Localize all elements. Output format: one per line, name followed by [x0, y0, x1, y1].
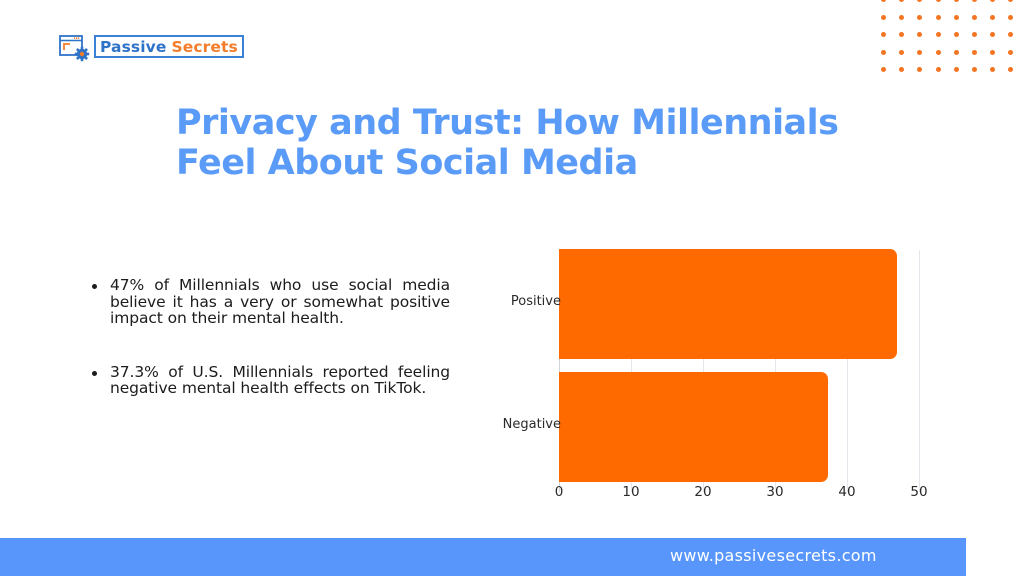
decorative-dot: [935, 32, 941, 38]
x-tick-label: 40: [838, 484, 856, 500]
gridline: [847, 250, 848, 492]
decorative-dot: [990, 0, 996, 2]
decorative-dot: [990, 49, 996, 55]
decorative-dot: [935, 67, 941, 73]
decorative-dot: [990, 32, 996, 38]
brand-name-part2: Secrets: [171, 37, 238, 56]
decorative-dot: [972, 0, 977, 2]
decorative-dot: [990, 14, 996, 20]
decorative-dot: [1008, 49, 1014, 55]
bar-chart: Positive Negative 0 10 20 30 40 50: [480, 240, 950, 510]
x-tick-label: 10: [622, 484, 640, 500]
stat-bullet-text: 47% of Millennials who use social media …: [110, 276, 450, 327]
decorative-dot: [1008, 32, 1014, 38]
gridline: [919, 250, 920, 492]
decorative-dot: [953, 32, 959, 38]
decorative-dot: [881, 67, 886, 73]
brand-name-part1: Passive: [100, 37, 167, 56]
bar-positive: [559, 249, 898, 359]
decorative-dot: [881, 49, 886, 55]
footer-website-link[interactable]: www.passivesecrets.com: [670, 546, 877, 565]
gridline: [631, 250, 632, 492]
decorative-dot: [953, 0, 959, 2]
decorative-dot: [917, 0, 923, 2]
brand-wordmark: Passive Secrets: [94, 35, 244, 58]
x-tick-label: 20: [694, 484, 712, 500]
decorative-dot: [917, 67, 923, 73]
bar-negative: [559, 372, 828, 482]
x-tick-label: 50: [910, 484, 928, 500]
footer-band: www.passivesecrets.com: [0, 538, 966, 576]
decorative-dot: [881, 0, 886, 2]
decorative-dot: [1008, 14, 1014, 20]
decorative-dot: [917, 32, 923, 38]
decorative-dot: [953, 67, 959, 73]
decorative-dot: [881, 32, 886, 38]
decorative-dot: [899, 14, 905, 20]
decorative-dot: [990, 67, 996, 73]
browser-gear-icon: [59, 35, 90, 62]
decorative-dot: [972, 14, 977, 20]
decorative-dot: [917, 14, 923, 20]
decorative-dot: [935, 14, 941, 20]
decorative-dot: [953, 49, 959, 55]
gridline: [775, 250, 776, 492]
stat-bullet-list: 47% of Millennials who use social media …: [90, 277, 450, 434]
stat-bullet: 47% of Millennials who use social media …: [90, 277, 450, 327]
decorative-dot: [899, 49, 905, 55]
decorative-dot: [899, 67, 905, 73]
page-title: Privacy and Trust: How Millennials Feel …: [176, 103, 839, 183]
decorative-dot: [953, 14, 959, 20]
decorative-dot: [935, 49, 941, 55]
category-label-negative: Negative: [502, 417, 561, 432]
gridline: [703, 250, 704, 492]
y-axis-line: [559, 250, 560, 492]
x-tick-label: 30: [766, 484, 784, 500]
stat-bullet-text: 37.3% of U.S. Millennials reported feeli…: [110, 362, 450, 397]
decorative-dot: [917, 49, 923, 55]
decorative-dot: [935, 0, 941, 2]
decorative-dot: [972, 67, 977, 73]
decorative-dot: [899, 32, 905, 38]
decorative-dot: [1008, 0, 1014, 2]
decorative-dot: [899, 0, 905, 2]
stat-bullet: 37.3% of U.S. Millennials reported feeli…: [90, 362, 450, 397]
category-label-positive: Positive: [510, 294, 561, 309]
decorative-dot: [881, 14, 886, 20]
decorative-dot: [1008, 67, 1014, 73]
decorative-dot: [972, 32, 977, 38]
decorative-dot: [972, 49, 977, 55]
x-tick-label: 0: [554, 484, 564, 500]
brand-logo: [59, 34, 91, 62]
